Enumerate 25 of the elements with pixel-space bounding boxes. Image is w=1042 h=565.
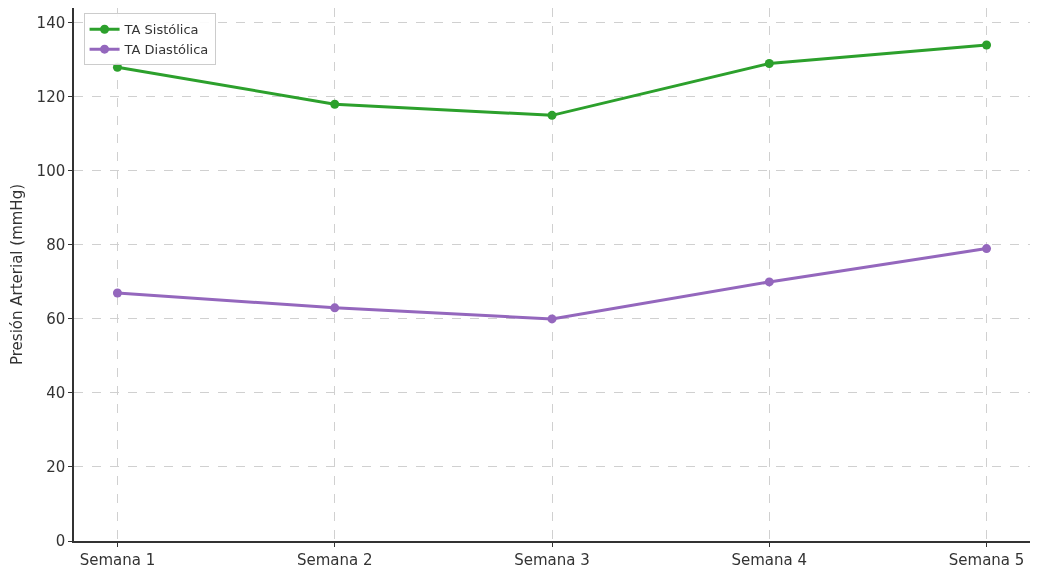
point [982,244,992,254]
x-tick-label: Semana 1 [79,550,156,565]
point [112,288,122,298]
x-tick-label: Semana 2 [296,550,373,565]
point [764,277,774,287]
point [764,59,774,69]
x-tick-label: Semana 5 [948,550,1025,565]
y-tick-label: 80 [46,236,66,255]
x-tick-label: Semana 4 [731,550,808,565]
point [330,303,340,313]
legend-label: TA Diastólica [123,42,209,58]
point [982,40,992,50]
point [547,110,557,120]
legend-label: TA Sistólica [123,22,199,38]
y-tick-label: 120 [36,88,66,107]
point [330,99,340,109]
x-tick-label: Semana 3 [514,550,590,565]
y-tick-label: 140 [36,14,66,33]
y-tick-label: 20 [46,458,66,477]
y-tick-label: 60 [46,310,66,329]
y-tick-label: 100 [36,162,66,181]
y-axis-title: Presión Arterial (mmHg) [8,183,27,366]
y-tick-label: 0 [55,532,66,551]
point [547,314,557,324]
y-tick-label: 40 [46,384,66,403]
